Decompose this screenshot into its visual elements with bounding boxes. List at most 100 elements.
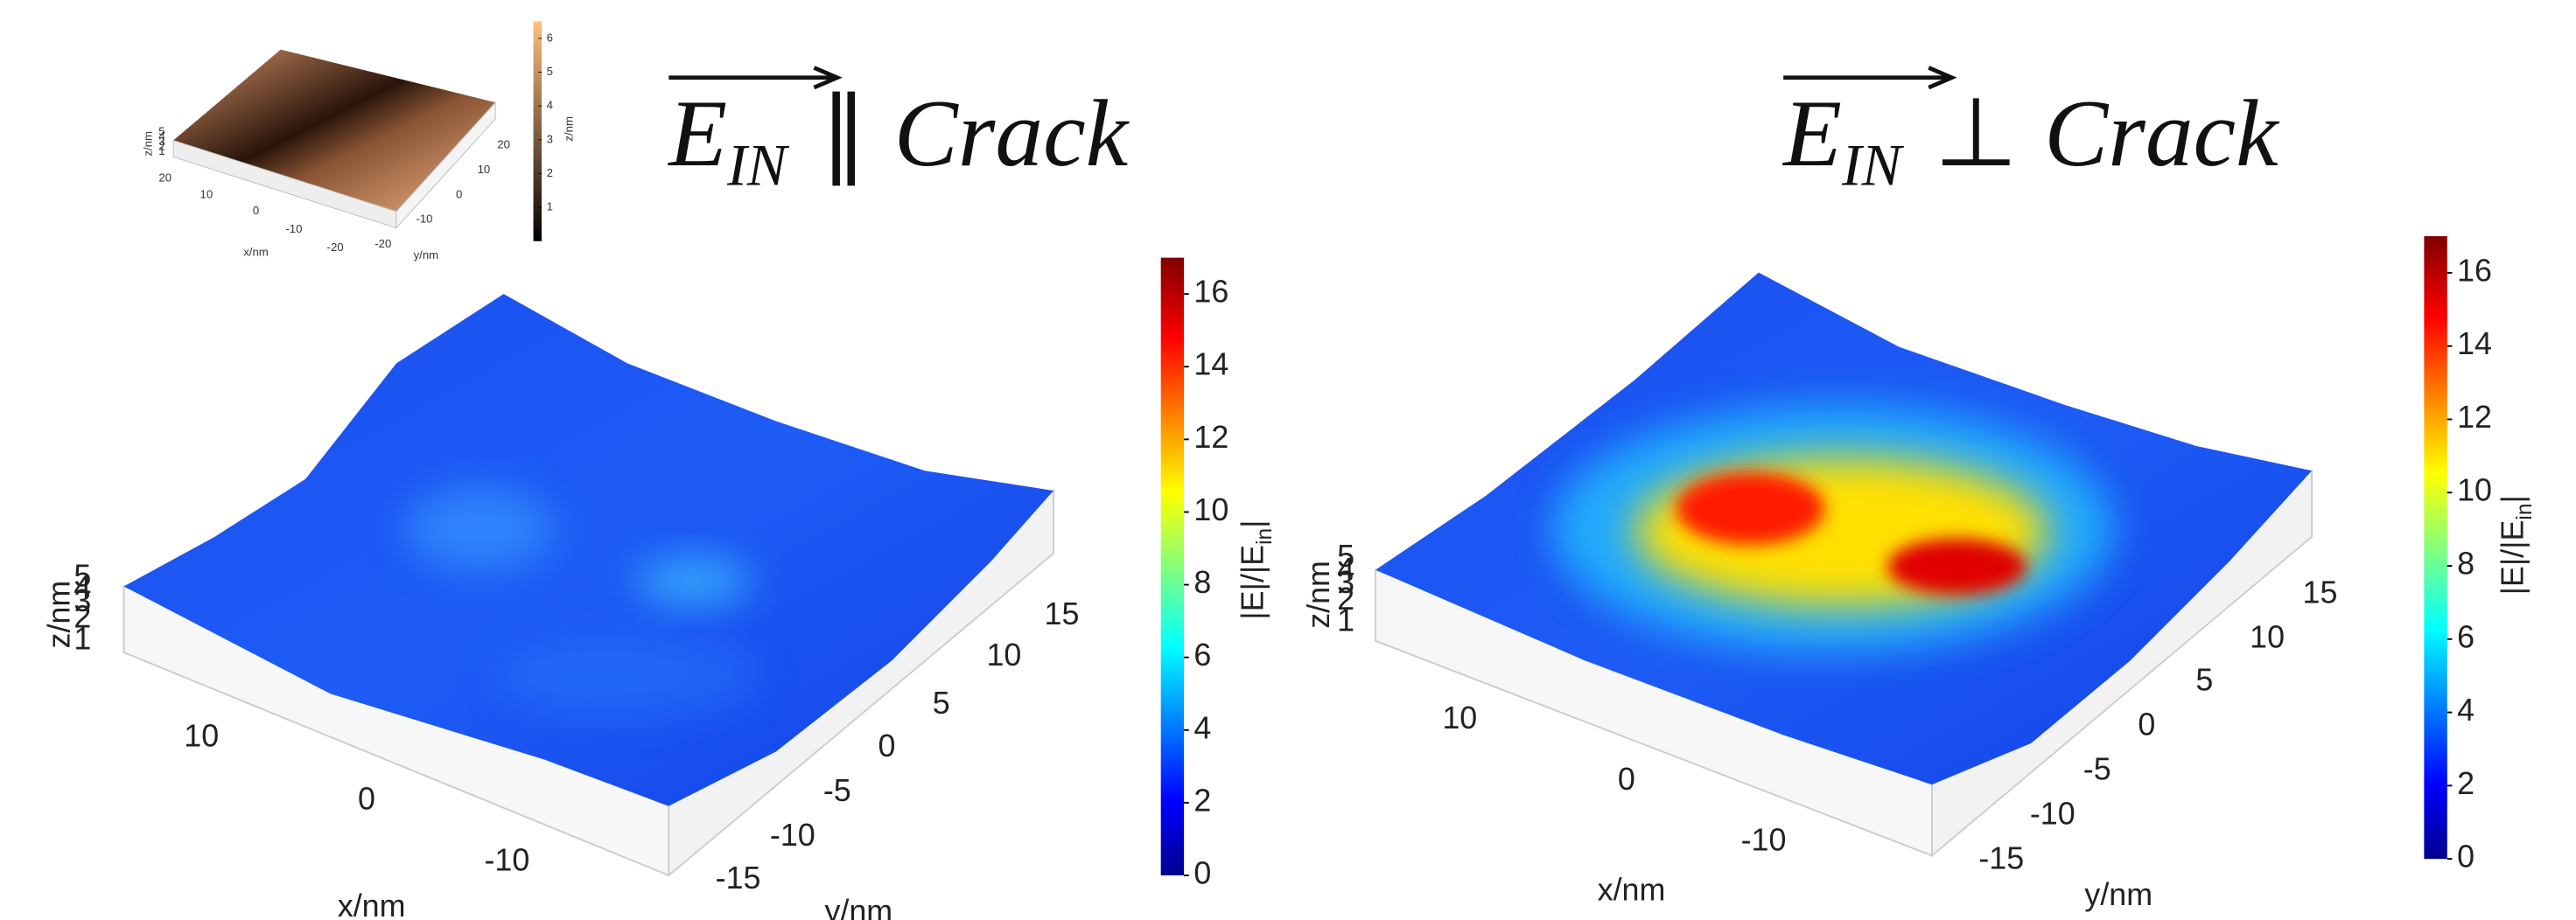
x-tick-label: 0 — [358, 781, 375, 816]
vector-arrowhead — [1928, 66, 1957, 90]
inset-x-tick: 0 — [253, 204, 259, 217]
inset-z-tick: 2 — [158, 140, 164, 153]
colorbar-tick-label: 16 — [2457, 253, 2492, 288]
inset-y-tick: 0 — [456, 187, 462, 200]
y-tick-label: 10 — [2250, 619, 2285, 654]
z-tick-label: 3 — [1337, 565, 1354, 600]
x-tick-label: 10 — [1442, 700, 1477, 735]
title-vector: E — [667, 80, 727, 186]
title-object: Crack — [2044, 80, 2280, 186]
colorbar-label-main: |E|/|E — [1236, 545, 1270, 620]
inset-surface — [172, 21, 542, 241]
colorbar-tick-label: 8 — [2457, 547, 2474, 582]
colorbar-tick-label: 4 — [2457, 693, 2474, 728]
inset-y-tick: -20 — [374, 237, 391, 250]
inset-z-label: z/nm — [141, 131, 154, 157]
x-axis-label: x/nm — [1598, 872, 1666, 907]
inset-y-label: y/nm — [414, 248, 439, 261]
colorbar — [1160, 257, 1185, 876]
y-tick-label: -15 — [1978, 840, 2024, 875]
surface-left — [122, 257, 1185, 878]
x-tick-label: -10 — [1741, 823, 1787, 858]
colorbar-label-sub: in — [1253, 528, 1277, 545]
colorbar-label-end: | — [2496, 495, 2530, 503]
field-spot — [1676, 472, 1825, 546]
colorbar-label-main: |E|/|E — [2496, 520, 2530, 596]
inset-colorbar-tick-label: 6 — [547, 31, 553, 44]
title-object: Crack — [894, 80, 1130, 186]
colorbar-tick-label: 6 — [1194, 638, 1211, 673]
z-tick-label: 1 — [1337, 603, 1354, 638]
y-tick-label: -10 — [2030, 796, 2076, 831]
inset-colorbar — [533, 21, 542, 241]
z-axis-label: z/nm — [41, 581, 76, 649]
x-axis-label: x/nm — [338, 889, 406, 920]
y-axis-label: y/nm — [2084, 877, 2152, 912]
inset-y-tick: 20 — [497, 138, 510, 151]
z-tick-label: 5 — [74, 559, 91, 594]
inset-colorbar-label: z/nm — [563, 116, 576, 142]
inset-x-tick: -10 — [285, 222, 302, 235]
y-tick-label: 0 — [878, 728, 895, 763]
colorbar-tick-label: 0 — [2457, 840, 2474, 875]
inset-colorbar-tick-label: 2 — [547, 166, 553, 179]
colorbar-tick-label: 10 — [2457, 473, 2492, 508]
panel-title: EIN ∥ Crack — [667, 80, 1130, 199]
colorbar-tick-label: 4 — [1194, 710, 1211, 745]
field-spot — [404, 487, 554, 570]
inset-z-tick: 3 — [158, 135, 164, 148]
inset-side — [396, 101, 496, 229]
title-subscript: IN — [726, 132, 790, 199]
z-tick-label: 2 — [1337, 582, 1354, 617]
colorbar — [2424, 236, 2447, 860]
inset-colorbar-tick-label: 3 — [547, 132, 553, 145]
vector-arrowhead — [813, 66, 843, 90]
inset-x-label: x/nm — [243, 245, 269, 258]
x-tick-label: 10 — [184, 719, 219, 754]
y-tick-label: 5 — [933, 686, 950, 721]
colorbar-tick-label: 6 — [2457, 619, 2474, 654]
y-tick-label: 15 — [1045, 596, 1080, 631]
inset-z-tick: 1 — [158, 144, 164, 157]
y-axis-label: y/nm — [824, 894, 892, 920]
inset-z-tick: 4 — [158, 129, 164, 143]
colorbar-tick-label: 16 — [1194, 275, 1228, 310]
colorbar-tick-label: 12 — [2457, 400, 2492, 435]
inset-top — [173, 49, 496, 212]
x-tick-label: 0 — [1618, 762, 1635, 797]
y-tick-label: 0 — [2138, 707, 2155, 742]
z-tick-label: 4 — [1337, 552, 1354, 587]
colorbar-label-sub: in — [2513, 503, 2537, 519]
field-spot — [635, 558, 752, 605]
panel-title: EIN ⊥ Crack — [1782, 80, 2280, 199]
colorbar-tick-label: 14 — [2457, 326, 2492, 361]
title-relation: ∥ — [820, 80, 868, 186]
colorbar-tick-label: 10 — [1194, 492, 1228, 527]
y-tick-label: 5 — [2195, 662, 2213, 697]
inset-colorbar-tick-label: 4 — [547, 99, 553, 112]
z-tick-label: 3 — [74, 583, 91, 618]
z-axis-label: z/nm — [1301, 561, 1336, 629]
inset-x-tick: 20 — [158, 171, 172, 184]
y-tick-label: 15 — [2303, 575, 2338, 610]
colorbar-tick-label: 12 — [1194, 420, 1228, 455]
surface-right — [1375, 236, 2447, 860]
z-tick-label: 1 — [74, 621, 91, 656]
inset-x-tick: -20 — [327, 240, 344, 254]
inset-colorbar-tick-label: 5 — [547, 65, 553, 78]
y-tick-label: -5 — [2083, 751, 2111, 786]
inset-x-tick: 10 — [200, 187, 214, 200]
inset-colorbar-tick-label: 1 — [547, 200, 553, 213]
inset-z-tick: 5 — [158, 125, 164, 138]
surface-fill — [123, 294, 1054, 806]
field-spot — [1887, 538, 2026, 595]
title-subscript: IN — [1841, 132, 1905, 199]
z-tick-label: 4 — [74, 570, 91, 605]
colorbar-tick-label: 14 — [1194, 347, 1228, 382]
y-tick-label: -10 — [770, 818, 816, 853]
y-tick-label: -15 — [716, 861, 761, 896]
y-tick-label: -5 — [823, 773, 851, 808]
